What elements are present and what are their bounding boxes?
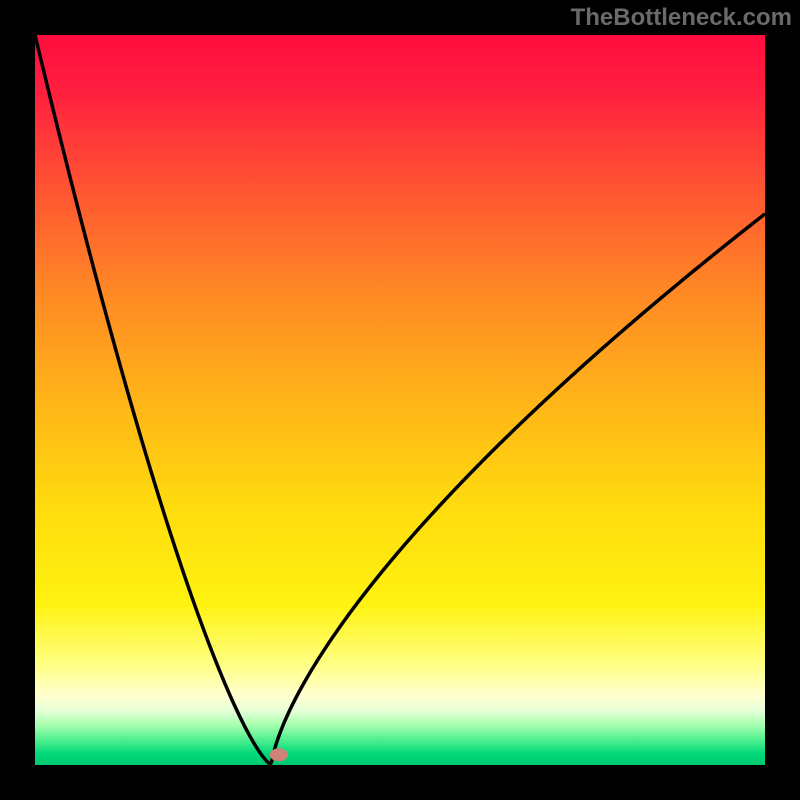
chart-container: TheBottleneck.com	[0, 0, 800, 800]
plot-area	[35, 35, 765, 765]
watermark-text: TheBottleneck.com	[571, 4, 792, 32]
optimal-point-marker	[270, 748, 288, 761]
bottleneck-chart	[0, 0, 800, 800]
